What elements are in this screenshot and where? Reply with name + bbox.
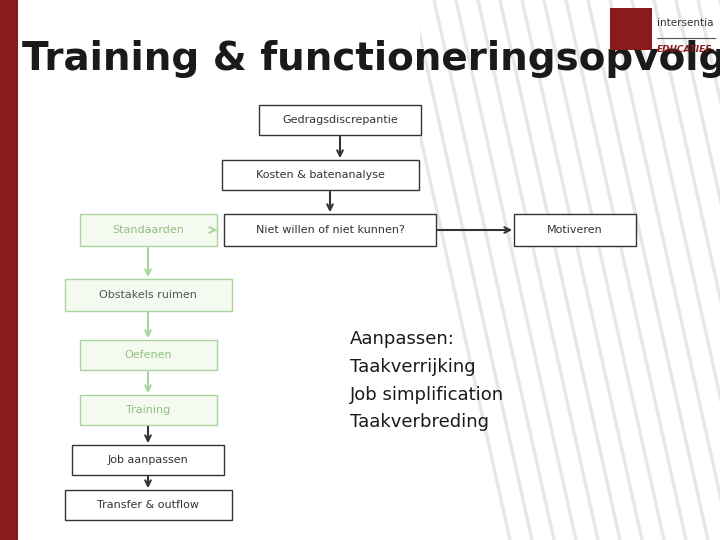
Text: Training & functioneringsopvolging: Training & functioneringsopvolging bbox=[22, 40, 720, 78]
Bar bbox=[0, 0, 18, 540]
Text: Transfer & outflow: Transfer & outflow bbox=[97, 500, 199, 510]
Text: Niet willen of niet kunnen?: Niet willen of niet kunnen? bbox=[256, 225, 405, 235]
FancyBboxPatch shape bbox=[72, 445, 224, 475]
Text: Gedragsdiscrepantie: Gedragsdiscrepantie bbox=[282, 115, 398, 125]
Text: intersentia: intersentia bbox=[657, 18, 714, 28]
Text: Standaarden: Standaarden bbox=[112, 225, 184, 235]
Text: Motiveren: Motiveren bbox=[547, 225, 603, 235]
FancyBboxPatch shape bbox=[259, 105, 421, 135]
Text: Job aanpassen: Job aanpassen bbox=[107, 455, 189, 465]
Bar bbox=[610, 8, 652, 50]
FancyBboxPatch shape bbox=[79, 395, 217, 425]
FancyBboxPatch shape bbox=[65, 279, 232, 311]
FancyBboxPatch shape bbox=[65, 490, 232, 520]
Text: Obstakels ruimen: Obstakels ruimen bbox=[99, 290, 197, 300]
FancyBboxPatch shape bbox=[222, 160, 418, 190]
Text: EDUCATIEF: EDUCATIEF bbox=[657, 45, 712, 54]
Text: Oefenen: Oefenen bbox=[124, 350, 172, 360]
Text: Aanpassen:
Taakverrijking
Job simplification
Taakverbreding: Aanpassen: Taakverrijking Job simplifica… bbox=[350, 330, 504, 431]
FancyBboxPatch shape bbox=[79, 340, 217, 370]
Text: Training: Training bbox=[126, 405, 170, 415]
FancyBboxPatch shape bbox=[514, 214, 636, 246]
Text: Kosten & batenanalyse: Kosten & batenanalyse bbox=[256, 170, 384, 180]
Bar bbox=[0, 0, 420, 540]
FancyBboxPatch shape bbox=[224, 214, 436, 246]
FancyBboxPatch shape bbox=[79, 214, 217, 246]
